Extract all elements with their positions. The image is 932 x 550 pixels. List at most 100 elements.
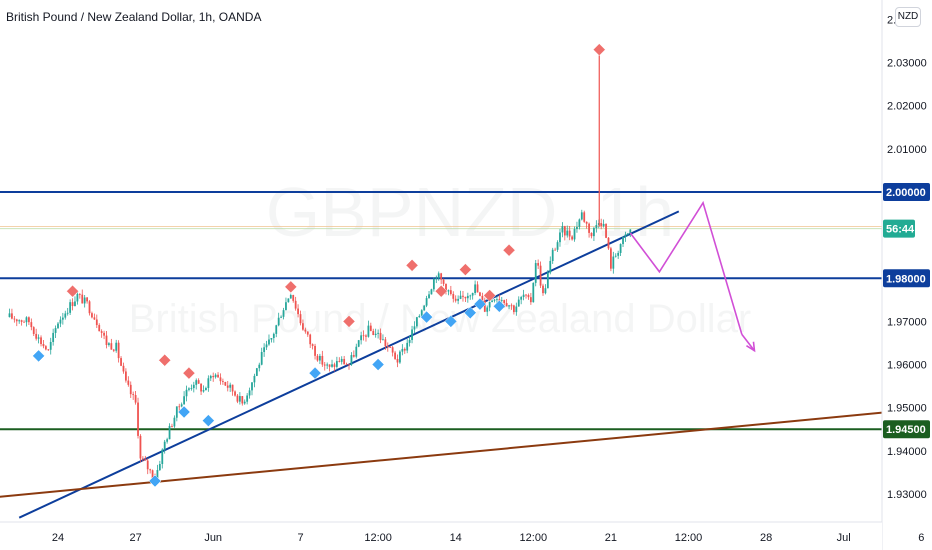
candle-body: [369, 325, 372, 331]
candle-body: [13, 318, 16, 320]
countdown-tag: 56:44: [886, 224, 915, 236]
candle-body: [561, 226, 564, 233]
candle-body: [326, 364, 329, 366]
candle-body: [168, 425, 171, 440]
candle-body: [306, 331, 309, 335]
candle-body: [224, 382, 227, 386]
candle-body: [331, 364, 333, 367]
candle-body: [127, 380, 130, 385]
swing-low-marker: [177, 405, 191, 419]
candle-body: [571, 236, 573, 240]
swing-low-marker: [148, 474, 162, 488]
candle-body: [11, 313, 13, 319]
candle-body: [125, 371, 127, 381]
candle-body: [345, 364, 348, 366]
candle-body: [246, 395, 249, 402]
candle-body: [277, 317, 280, 326]
candle-body: [612, 256, 615, 269]
swing-low-marker: [32, 349, 45, 363]
candle-body: [297, 308, 299, 315]
candle-body: [333, 364, 336, 367]
candle-body: [251, 382, 253, 391]
candle-body: [117, 342, 120, 359]
candle-body: [103, 332, 105, 336]
candle-body: [238, 396, 241, 402]
candle-body: [231, 384, 234, 392]
x-tick-label: 12:00: [364, 532, 392, 544]
candle-body: [568, 230, 571, 237]
candle-body: [464, 296, 467, 299]
candle-body: [183, 396, 185, 405]
candle-body: [222, 381, 224, 383]
candle-body: [408, 339, 411, 343]
candle-body: [573, 229, 576, 240]
swing-low-marker: [444, 315, 458, 328]
candle-body: [593, 228, 595, 237]
trendlines: [0, 210, 932, 519]
candle-body: [234, 391, 236, 396]
candle-body: [432, 278, 435, 290]
candle-body: [241, 396, 244, 404]
candle-body: [350, 355, 353, 365]
candle-body: [275, 325, 278, 334]
candle-body: [146, 460, 149, 470]
currency-button[interactable]: NZD: [895, 7, 921, 27]
candle-body: [323, 364, 326, 366]
x-tick-label: 27: [129, 532, 141, 544]
candle-body: [515, 306, 518, 313]
candle-body: [88, 301, 91, 314]
candle-body: [132, 394, 135, 396]
candle-body: [406, 342, 409, 351]
projection-line: [629, 200, 743, 335]
candle-body: [420, 310, 423, 316]
candle-body: [445, 283, 447, 292]
candle-body: [488, 301, 491, 308]
swing-high-marker: [502, 243, 516, 257]
swing-low-marker: [420, 310, 433, 324]
candle-body: [25, 317, 28, 323]
candle-body: [166, 439, 169, 442]
price-tags: 2.00000 1.98000 1.94500 56:44: [883, 182, 930, 439]
candle-body: [401, 348, 404, 352]
candle-body: [520, 297, 523, 300]
candle-body: [66, 312, 69, 314]
y-tick-label: 2.01000: [887, 144, 927, 156]
candle-body: [605, 223, 607, 238]
x-tick-label: 12:00: [675, 532, 703, 544]
candle-body: [95, 319, 98, 326]
candle-body: [57, 323, 59, 329]
candle-body: [525, 294, 527, 296]
candle-body: [394, 352, 396, 359]
candle-body: [8, 313, 11, 318]
candle-body: [91, 313, 93, 318]
candle-body: [578, 219, 581, 227]
candle-body: [389, 346, 392, 348]
candle-body: [462, 295, 464, 297]
candle-body: [382, 339, 384, 341]
y-tick-label: 1.93000: [887, 489, 927, 501]
candle-body: [100, 331, 103, 333]
candle-body: [20, 320, 23, 322]
candle-body: [471, 292, 474, 296]
candle-body: [566, 230, 569, 236]
candle-body: [226, 385, 229, 388]
candle-body: [549, 260, 552, 273]
trendline: [0, 406, 932, 498]
candle-body: [171, 425, 173, 427]
x-tick-label: 6: [918, 532, 924, 544]
candle-body: [105, 335, 108, 345]
candle-body: [391, 347, 394, 353]
candle-body: [595, 225, 598, 229]
candle-body: [413, 326, 416, 330]
candle-body: [282, 310, 285, 317]
candle-body: [493, 299, 496, 301]
x-tick-label: 12:00: [520, 532, 548, 544]
candle-body: [212, 375, 215, 378]
swing-high-marker: [483, 289, 497, 302]
candle-body: [411, 329, 413, 340]
candle-body: [474, 284, 476, 293]
candle-body: [141, 458, 144, 460]
projection-line: [741, 333, 756, 352]
